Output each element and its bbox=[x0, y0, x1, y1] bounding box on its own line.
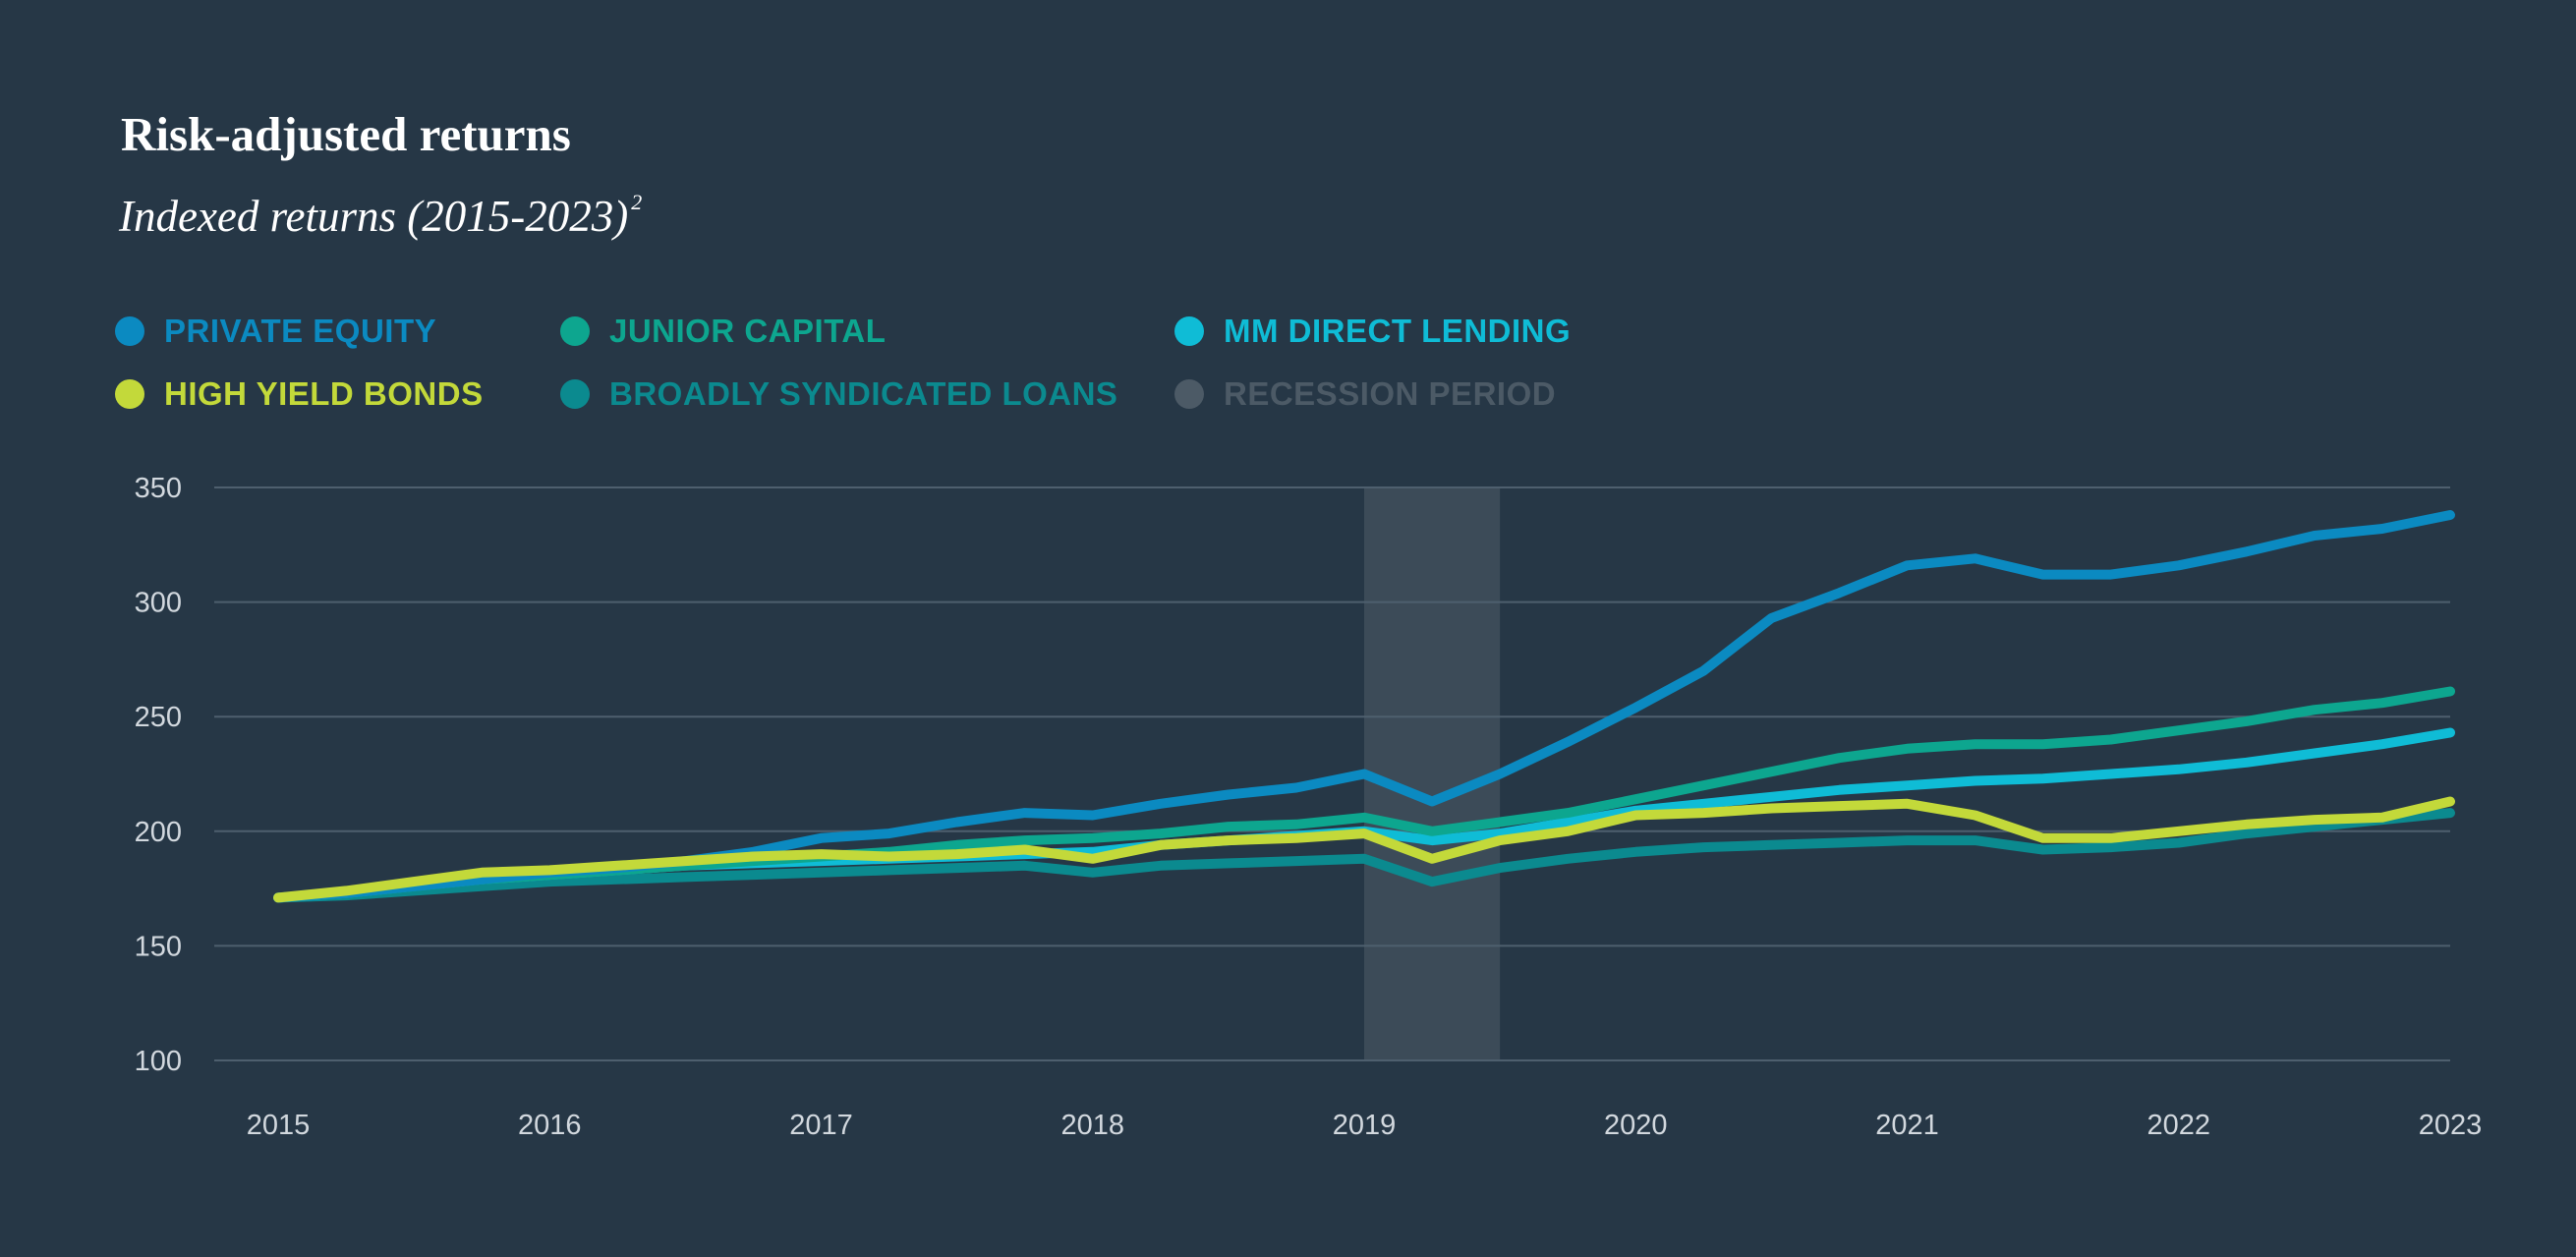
legend-item-broadly-syndicated-loans: BROADLY SYNDICATED LOANS bbox=[560, 375, 1117, 413]
x-tick-label: 2022 bbox=[2147, 1110, 2210, 1141]
legend-label: MM DIRECT LENDING bbox=[1224, 313, 1572, 349]
legend-label: BROADLY SYNDICATED LOANS bbox=[609, 375, 1118, 412]
legend-item-private-equity: PRIVATE EQUITY bbox=[115, 313, 436, 350]
y-tick-label: 250 bbox=[135, 702, 182, 733]
legend-dot-icon bbox=[1174, 316, 1204, 346]
legend-label: HIGH YIELD BONDS bbox=[164, 375, 484, 412]
legend-dot-icon bbox=[1174, 379, 1204, 409]
series-line-broadly-syndicated-loans bbox=[273, 808, 2455, 903]
y-tick-label: 100 bbox=[135, 1046, 182, 1077]
x-tick-label: 2019 bbox=[1333, 1110, 1397, 1141]
footnote-marker: 2 bbox=[631, 190, 643, 214]
series-line-high-yield-bonds bbox=[273, 796, 2455, 903]
x-tick-label: 2015 bbox=[247, 1110, 311, 1141]
x-tick-label: 2021 bbox=[1875, 1110, 1939, 1141]
chart-subtitle: Indexed returns (2015-2023) 2 bbox=[119, 190, 642, 242]
legend-item-recession-period: RECESSION PERIOD bbox=[1174, 375, 1556, 413]
legend-item-high-yield-bonds: HIGH YIELD BONDS bbox=[115, 375, 484, 413]
x-tick-label: 2023 bbox=[2419, 1110, 2483, 1141]
legend-dot-icon bbox=[560, 316, 590, 346]
y-tick-label: 200 bbox=[135, 817, 182, 848]
x-tick-label: 2016 bbox=[518, 1110, 582, 1141]
y-tick-label: 300 bbox=[135, 588, 182, 619]
x-tick-label: 2017 bbox=[789, 1110, 853, 1141]
legend-item-junior-capital: JUNIOR CAPITAL bbox=[560, 313, 886, 350]
legend-item-mm-direct-lending: MM DIRECT LENDING bbox=[1174, 313, 1571, 350]
x-tick-label: 2020 bbox=[1604, 1110, 1668, 1141]
legend-dot-icon bbox=[115, 379, 144, 409]
legend-label: RECESSION PERIOD bbox=[1224, 375, 1557, 412]
legend-label: JUNIOR CAPITAL bbox=[609, 313, 887, 349]
legend-label: PRIVATE EQUITY bbox=[164, 313, 437, 349]
y-tick-label: 150 bbox=[135, 931, 182, 962]
legend-dot-icon bbox=[115, 316, 144, 346]
x-tick-label: 2018 bbox=[1060, 1110, 1124, 1141]
recession-band bbox=[1364, 487, 1501, 1060]
y-tick-label: 350 bbox=[135, 473, 182, 504]
chart-title: Risk-adjusted returns bbox=[121, 107, 571, 161]
legend-dot-icon bbox=[560, 379, 590, 409]
subtitle-text: Indexed returns (2015-2023) bbox=[119, 192, 629, 241]
